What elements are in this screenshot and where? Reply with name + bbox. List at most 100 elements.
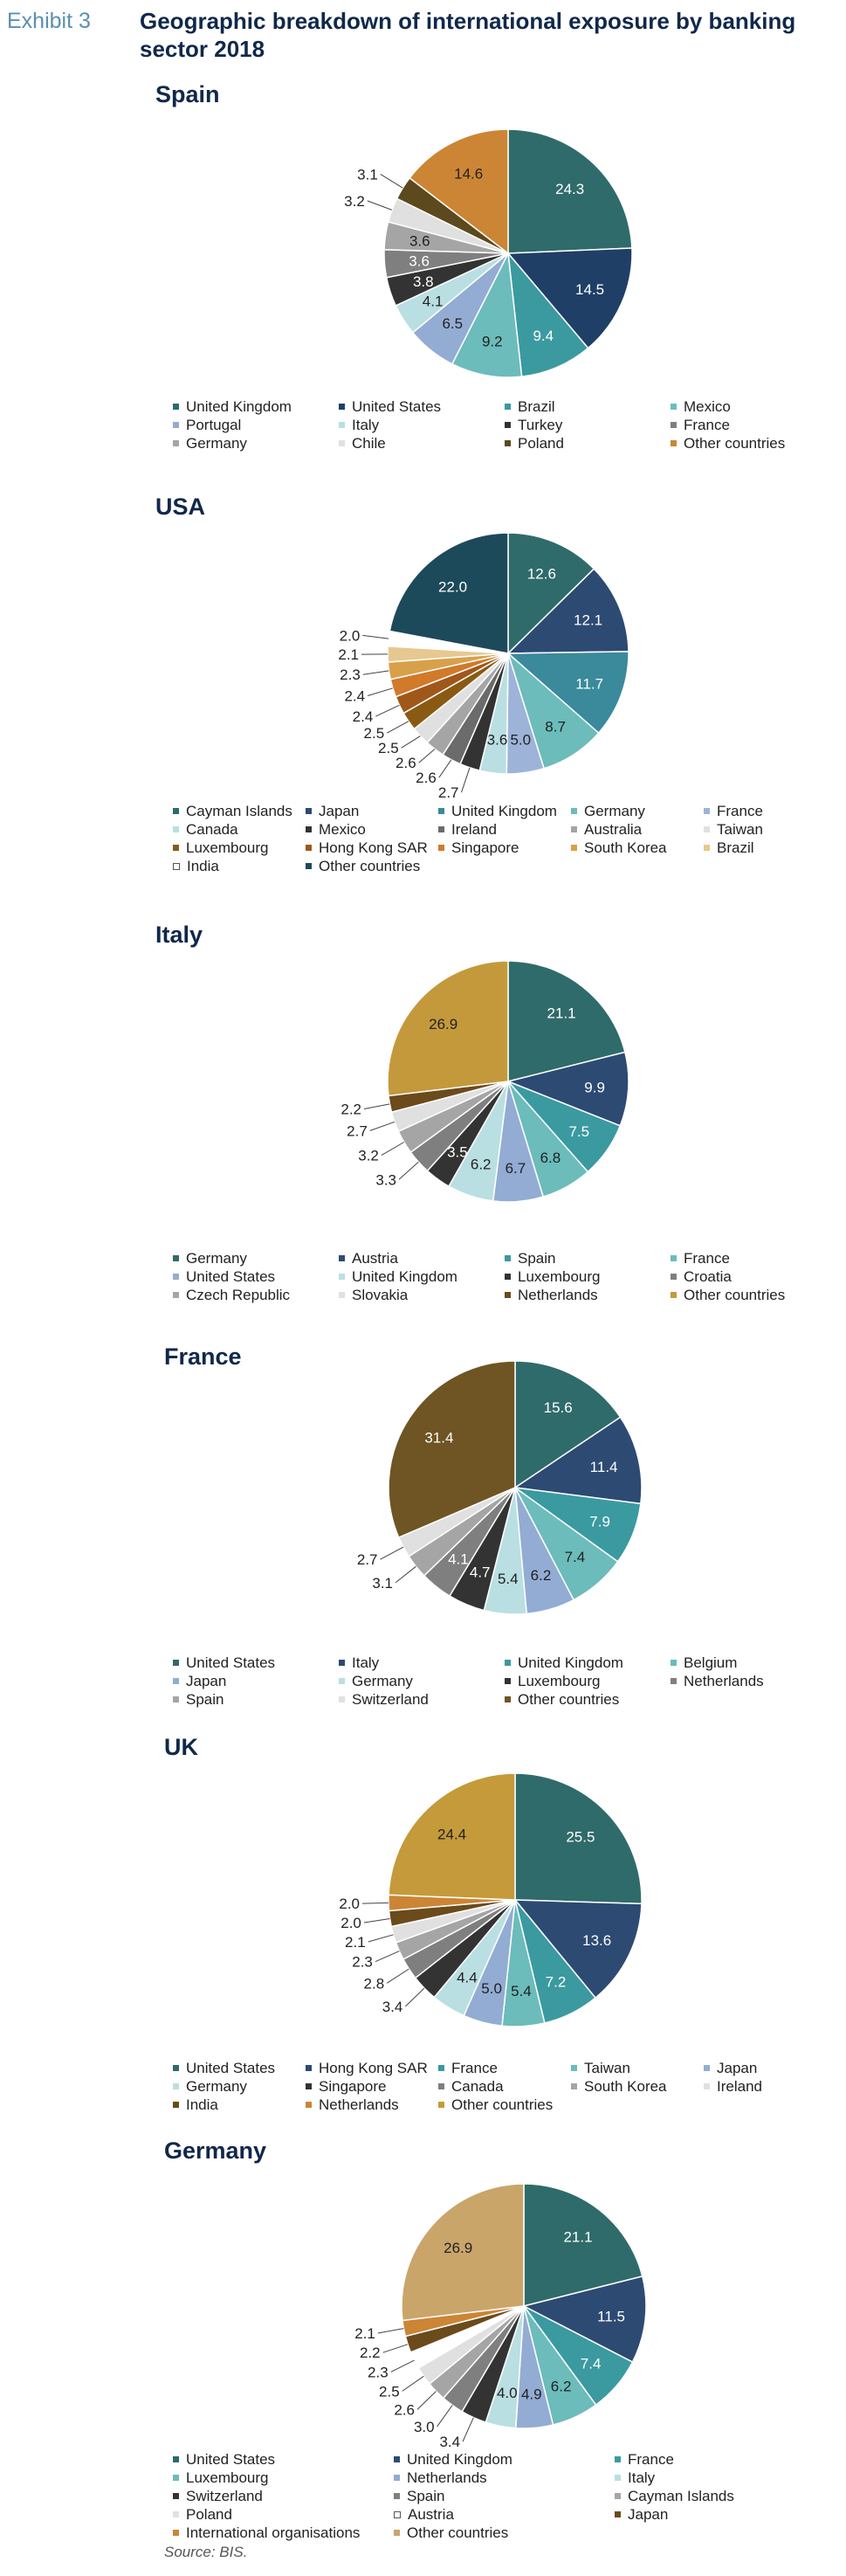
legend-row: Czech Republic Slovakia Netherlands Other c…: [173, 1286, 836, 1304]
legend-swatch: [306, 2083, 312, 2089]
legend-label: Germany: [186, 1250, 247, 1267]
legend-swatch: [505, 404, 511, 410]
legend-item-spain-italy: Italy: [339, 416, 505, 434]
legend-swatch: [173, 1678, 179, 1684]
legend-label: Singapore: [319, 2078, 387, 2095]
legend-row: Poland Austria Japan: [173, 2505, 836, 2524]
legend-swatch: [173, 1255, 179, 1261]
data-label-usa-south-korea: 2.3: [340, 666, 361, 683]
legend-item-uk-canada: Canada: [438, 2077, 571, 2096]
legend-label: Luxembourg: [186, 839, 269, 856]
legend-item-france-united-states: United States: [173, 1654, 339, 1672]
legend-item-usa-singapore: Singapore: [438, 839, 571, 857]
leader-line-usa-taiwan: [401, 736, 421, 749]
data-label-germany-united-states: 21.1: [563, 2229, 592, 2246]
leader-line-germany-switzerland: [462, 2417, 474, 2442]
data-label-germany-poland: 2.5: [379, 2383, 400, 2400]
legend-swatch: [505, 1696, 511, 1702]
legend-label: Austria: [408, 2506, 454, 2523]
pie-slice-germany-united-kingdom: [521, 2275, 647, 2364]
legend-item-italy-other-countries: Other countries: [671, 1286, 836, 1304]
legend-label: Japan: [186, 1673, 227, 1689]
data-label-usa-india: 2.0: [340, 627, 361, 644]
legend-item-germany-austria: Austria: [394, 2505, 615, 2524]
pie-title-italy: Italy: [155, 922, 203, 948]
data-label-germany-luxembourg: 6.2: [551, 2378, 572, 2394]
data-label-italy-luxembourg: 3.5: [447, 1144, 468, 1161]
legend-swatch: [306, 826, 312, 832]
data-label-usa-germany: 8.7: [545, 718, 566, 735]
legend-item-spain-turkey: Turkey: [505, 416, 671, 434]
pie-slice-france-other-countries: [388, 1360, 516, 1538]
legend-row: United States United Kingdom Luxembourg Cro…: [173, 1267, 836, 1286]
leader-line-germany-austria: [390, 2359, 415, 2372]
data-label-spain-other-countries: 14.6: [454, 165, 483, 182]
data-label-france-switzerland: 2.7: [357, 1551, 378, 1568]
legend-swatch: [173, 845, 179, 851]
legend-item-italy-spain: Spain: [505, 1249, 671, 1267]
legend-label: Ireland: [717, 2078, 762, 2095]
legend-item-uk-japan: Japan: [704, 2059, 836, 2077]
legend-swatch: [394, 2510, 401, 2518]
legend-label: Other countries: [319, 858, 421, 874]
legend-label: United Kingdom: [451, 803, 557, 819]
legend-row: Spain Switzerland Other countries: [173, 1690, 836, 1709]
legend-row: International organisations Other countri…: [173, 2524, 836, 2542]
pie-slice-italy-germany: [507, 960, 626, 1082]
data-label-spain-united-states: 14.5: [575, 281, 604, 298]
legend-item-spain-portugal: Portugal: [173, 416, 339, 434]
pie-chart-italy: 21.1 9.9 7.5 6.8 6.7 6.23.5 26.9 3.3 3.2 2.7 2.2: [340, 960, 629, 1203]
legend-label: Germany: [186, 435, 247, 452]
legend-label: France: [628, 2451, 674, 2468]
legend-swatch: [306, 808, 312, 814]
legend-swatch: [438, 2083, 444, 2089]
legend-swatch: [173, 1292, 179, 1298]
legend-row: Japan Germany Luxembourg Netherlands: [173, 1672, 836, 1690]
legend-label: Other countries: [684, 435, 786, 452]
data-label-germany-france: 7.4: [581, 2356, 602, 2372]
legend-label: France: [451, 2060, 498, 2076]
legend-label: Mexico: [684, 398, 731, 415]
legend-row: Cayman Islands Japan United Kingdom Germany…: [173, 802, 836, 820]
legend-label: Spain: [186, 1691, 224, 1708]
legend-row: Germany Singapore Canada South Korea Ireland: [173, 2077, 836, 2096]
legend-swatch: [704, 2065, 710, 2071]
legend-item-usa-brazil: Brazil: [704, 839, 836, 857]
legend-item-usa-luxembourg: Luxembourg: [173, 839, 306, 857]
legend-swatch: [505, 422, 511, 428]
legend-label: Singapore: [451, 839, 519, 856]
legend-swatch: [173, 2530, 179, 2536]
leader-line-usa-ireland: [438, 759, 452, 778]
legend-swatch: [571, 845, 577, 851]
legend-item-italy-germany: Germany: [173, 1249, 339, 1267]
legend-row: United Kingdom United States Brazil Mexico: [173, 397, 836, 416]
legend-item-germany-france: France: [615, 2450, 836, 2469]
leader-line-usa-hong-kong-sar: [375, 704, 400, 717]
legend-label: Turkey: [518, 417, 563, 433]
leader-line-germany-cayman-islands: [416, 2391, 437, 2410]
legend-item-usa-japan: Japan: [306, 802, 438, 820]
legend-item-usa-australia: Australia: [571, 820, 704, 839]
data-label-italy-other-countries: 26.9: [429, 1016, 457, 1032]
leader-line-france-switzerland: [380, 1546, 404, 1560]
data-label-italy-france: 6.8: [540, 1150, 561, 1166]
legend-item-usa-cayman-islands: Cayman Islands: [173, 802, 306, 820]
legend-item-germany-other-countries: Other countries: [394, 2524, 615, 2542]
legend-label: Italy: [352, 417, 380, 433]
leader-line-germany-poland: [402, 2375, 424, 2392]
data-label-italy-spain: 7.5: [568, 1123, 589, 1140]
data-label-france-united-kingdom: 7.9: [589, 1513, 610, 1530]
legend-label: Canada: [451, 2078, 504, 2095]
data-label-uk-india: 2.0: [340, 1915, 361, 1931]
legend-label: Brazil: [518, 398, 555, 415]
leader-line-usa-luxembourg: [386, 721, 409, 734]
data-label-italy-germany: 21.1: [547, 1005, 576, 1022]
legend-swatch: [173, 2065, 179, 2071]
data-label-france-italy: 11.4: [590, 1459, 618, 1475]
leader-line-italy-netherlands: [363, 1103, 390, 1109]
legend-label: Cayman Islands: [186, 803, 292, 819]
legend-label: Cayman Islands: [628, 2488, 734, 2504]
legend-label: Ireland: [451, 821, 497, 838]
legend-label: United States: [186, 1268, 276, 1285]
legend-swatch: [339, 1678, 345, 1684]
